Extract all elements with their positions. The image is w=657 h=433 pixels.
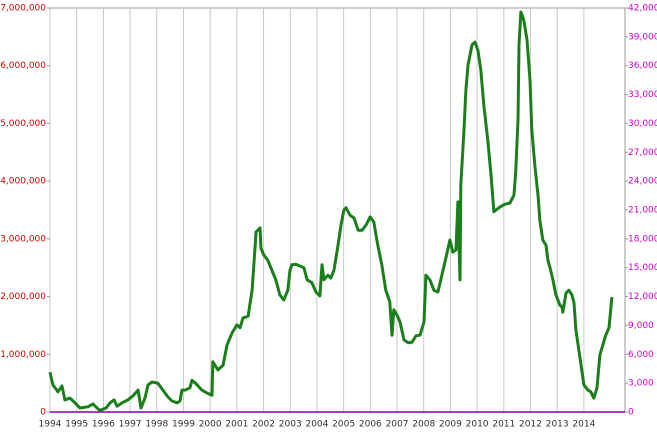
x-tick-label: 2010 [466, 420, 489, 430]
x-tick-label: 2012 [519, 420, 542, 430]
y-tick-label: 7,000,000 [0, 4, 46, 14]
x-tick-label: 2000 [199, 420, 222, 430]
y-tick-label: 1,000,000 [0, 350, 46, 360]
x-tick-label: 2002 [252, 420, 275, 430]
y2-tick-label: 18,000 [628, 234, 657, 244]
x-tick-label: 2003 [279, 420, 302, 430]
x-tick-label: 1996 [92, 420, 115, 430]
data-line [48, 10, 614, 412]
x-tick-label: 1997 [119, 420, 142, 430]
x-tick-label: 2004 [305, 420, 328, 430]
y2-tick-label: 3,000 [628, 379, 654, 389]
y2-tick-label: 0 [628, 408, 634, 418]
y2-tick-label: 6,000 [628, 350, 654, 360]
y-tick-label: 6,000,000 [0, 61, 46, 71]
y2-tick-label: 21,000 [628, 206, 657, 216]
x-tick-label: 2009 [439, 420, 462, 430]
y2-tick-label: 30,000 [628, 119, 657, 129]
y2-tick-label: 15,000 [628, 263, 657, 273]
y2-tick-label: 42,000 [628, 4, 657, 14]
y-tick-label: 3,000,000 [0, 234, 46, 244]
x-tick-label: 2005 [332, 420, 355, 430]
y2-tick-label: 27,000 [628, 148, 657, 158]
y-tick-label: 0 [40, 408, 46, 418]
x-tick-label: 2013 [546, 420, 569, 430]
x-tick-label: 2007 [386, 420, 409, 430]
x-tick-label: 2008 [412, 420, 435, 430]
y-tick-label: 2,000,000 [0, 292, 46, 302]
y2-tick-label: 39,000 [628, 32, 657, 42]
x-tick-label: 1998 [145, 420, 168, 430]
x-tick-label: 2006 [359, 420, 382, 430]
y-tick-label: 5,000,000 [0, 119, 46, 129]
x-tick-label: 2011 [492, 420, 515, 430]
y2-tick-label: 12,000 [628, 292, 657, 302]
x-tick-label: 2001 [225, 420, 248, 430]
y2-tick-label: 36,000 [628, 61, 657, 71]
x-tick-label: 1994 [39, 420, 62, 430]
y2-tick-label: 24,000 [628, 177, 657, 187]
x-tick-label: 2014 [572, 420, 595, 430]
x-tick-label: 1995 [65, 420, 88, 430]
y-tick-label: 4,000,000 [0, 177, 46, 187]
x-tick-label: 1999 [172, 420, 195, 430]
y2-tick-label: 33,000 [628, 90, 657, 100]
y2-tick-label: 9,000 [628, 321, 654, 331]
